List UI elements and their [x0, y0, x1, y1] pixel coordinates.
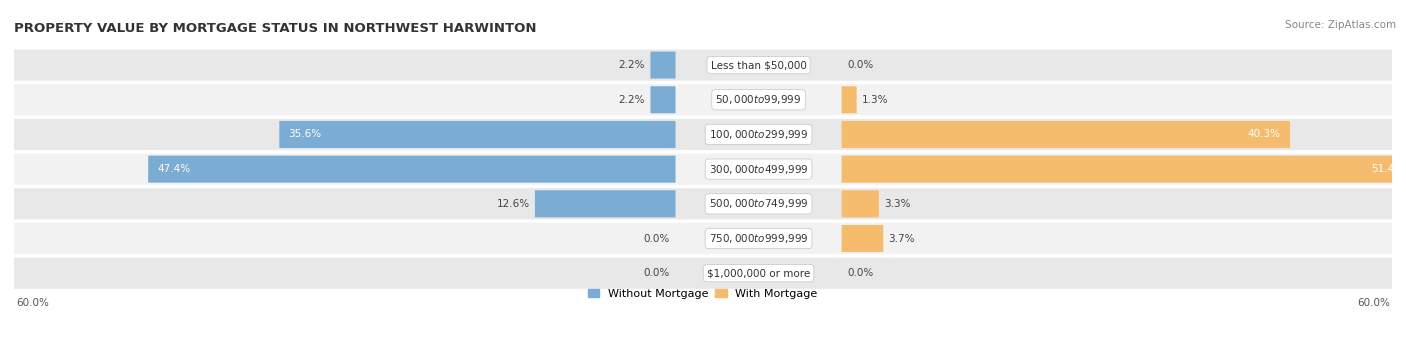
Text: 0.0%: 0.0% [644, 268, 669, 278]
Text: $100,000 to $299,999: $100,000 to $299,999 [709, 128, 808, 141]
Text: 1.3%: 1.3% [862, 95, 889, 105]
Text: 3.7%: 3.7% [889, 234, 915, 243]
FancyBboxPatch shape [14, 50, 1392, 81]
Text: Less than $50,000: Less than $50,000 [710, 60, 807, 70]
Text: $300,000 to $499,999: $300,000 to $499,999 [709, 163, 808, 176]
FancyBboxPatch shape [842, 156, 1406, 183]
Text: $1,000,000 or more: $1,000,000 or more [707, 268, 810, 278]
Text: $500,000 to $749,999: $500,000 to $749,999 [709, 197, 808, 210]
FancyBboxPatch shape [14, 84, 1392, 115]
Text: 60.0%: 60.0% [17, 298, 49, 308]
Text: 12.6%: 12.6% [496, 199, 530, 209]
FancyBboxPatch shape [14, 119, 1392, 150]
Text: 2.2%: 2.2% [619, 95, 645, 105]
FancyBboxPatch shape [842, 86, 856, 113]
FancyBboxPatch shape [842, 121, 1291, 148]
Text: 40.3%: 40.3% [1247, 130, 1281, 139]
FancyBboxPatch shape [651, 86, 675, 113]
FancyBboxPatch shape [651, 52, 675, 79]
Text: 2.2%: 2.2% [619, 60, 645, 70]
Text: Source: ZipAtlas.com: Source: ZipAtlas.com [1285, 20, 1396, 30]
Text: $750,000 to $999,999: $750,000 to $999,999 [709, 232, 808, 245]
FancyBboxPatch shape [842, 225, 883, 252]
Text: $50,000 to $99,999: $50,000 to $99,999 [716, 93, 801, 106]
Text: 0.0%: 0.0% [848, 60, 873, 70]
Text: 47.4%: 47.4% [157, 164, 191, 174]
Text: 35.6%: 35.6% [288, 130, 322, 139]
FancyBboxPatch shape [148, 156, 675, 183]
Text: 60.0%: 60.0% [1357, 298, 1389, 308]
Text: 51.4%: 51.4% [1371, 164, 1405, 174]
FancyBboxPatch shape [534, 190, 675, 217]
FancyBboxPatch shape [842, 190, 879, 217]
FancyBboxPatch shape [14, 223, 1392, 254]
FancyBboxPatch shape [280, 121, 675, 148]
Text: 0.0%: 0.0% [644, 234, 669, 243]
Text: PROPERTY VALUE BY MORTGAGE STATUS IN NORTHWEST HARWINTON: PROPERTY VALUE BY MORTGAGE STATUS IN NOR… [14, 22, 537, 35]
FancyBboxPatch shape [14, 154, 1392, 185]
Text: 0.0%: 0.0% [848, 268, 873, 278]
Legend: Without Mortgage, With Mortgage: Without Mortgage, With Mortgage [588, 289, 818, 299]
FancyBboxPatch shape [14, 258, 1392, 289]
FancyBboxPatch shape [14, 188, 1392, 219]
Text: 3.3%: 3.3% [884, 199, 911, 209]
